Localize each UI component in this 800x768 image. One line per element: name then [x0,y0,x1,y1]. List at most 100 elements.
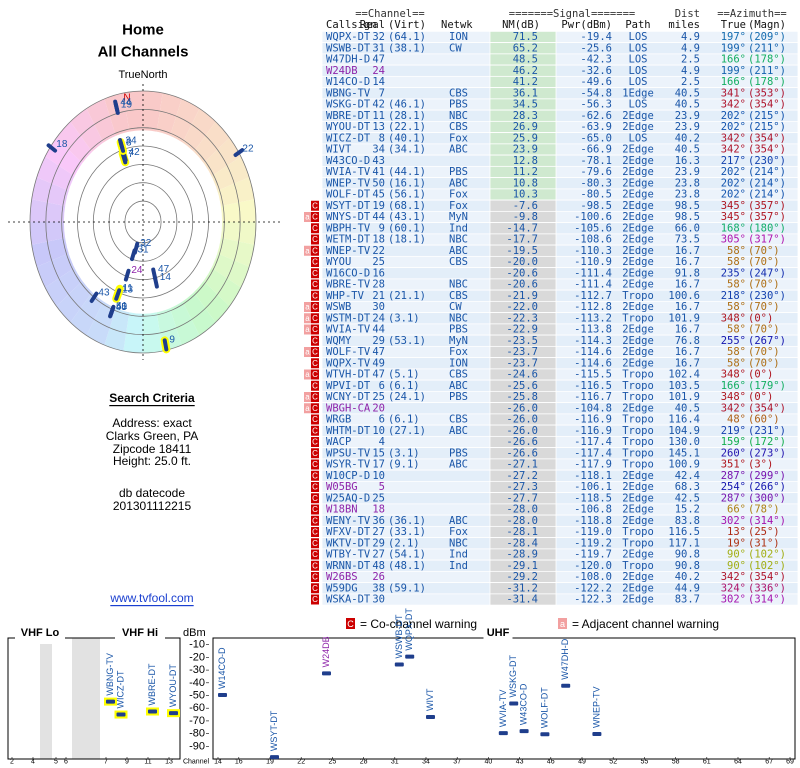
cell-netwk: CW [449,301,462,313]
signal-label: W24DB [321,636,331,667]
cell-true: 302° [721,594,746,606]
cell-pwr: -54.8 [580,87,612,99]
cell-magn: (102°) [748,560,786,572]
cell-dist: 103.5 [668,380,700,392]
station-mark [129,248,137,262]
y-tick-label: -40 [189,677,205,689]
cell-pwr: -80.3 [580,177,612,189]
cell-magn: (31°) [748,537,780,549]
cell-callsign: W18BN [326,504,358,516]
cell-netwk: CW [449,42,462,54]
cell-real: 25 [372,256,385,268]
search-line: Clarks Green, PA [106,429,198,443]
cell-dist: 16.7 [675,346,700,358]
cell-callsign: WTVH-DT [326,369,371,381]
cell-magn: (267°) [748,335,786,347]
cell-nm: 23.9 [513,144,538,156]
cell-true: 287° [721,470,746,482]
cell-virt: (36.1) [388,515,426,527]
warning-box [311,212,319,222]
cell-dist: 16.7 [675,245,700,257]
cell-dist: 23.8 [675,189,700,201]
cell-nm: -27.7 [506,492,538,504]
cell-virt: (21.1) [388,290,426,302]
cell-pwr: -118.8 [574,515,612,527]
cell-real: 9 [379,222,385,234]
warning-box [311,549,319,560]
warning-symbol: a [305,314,310,323]
cell-magn: (172°) [748,436,786,448]
cell-callsign: WSYT-DT [326,200,371,212]
cell-netwk: MyN [449,211,468,223]
cell-nm: -25.8 [506,391,538,403]
warning-symbol: C [312,460,318,469]
cell-real: 36 [372,515,385,527]
legend-symbol: C [347,619,354,629]
cell-real: 24 [372,65,385,77]
cell-magn: (215°) [748,110,786,122]
cell-pwr: -25.6 [580,42,612,54]
cell-pwr: -108.6 [574,234,612,246]
station-label: 22 [242,143,254,154]
cell-dist: 16.7 [675,357,700,369]
cell-magn: (214°) [748,189,786,201]
x-tick-label: 37 [453,759,461,766]
cell-netwk: NBC [449,312,468,324]
signal-label: WOLF-DT [539,687,549,728]
cell-path: Tropo [622,537,654,549]
station-table: ==Channel== =======Signal======= Dist ==Azi… [304,8,799,606]
cell-pwr: -111.4 [574,267,612,279]
warning-box [311,425,319,436]
warning-symbol: C [312,201,318,210]
cell-callsign: W47DH-D [326,54,370,66]
site-link[interactable]: www.tvfool.com [109,591,193,605]
cell-nm: -28.0 [506,504,538,516]
cell-true: 305° [721,234,746,246]
cell-nm: -7.6 [513,200,538,212]
warning-box [311,437,319,447]
cell-true: 19° [727,537,746,549]
cell-magn: (3°) [748,459,773,471]
cell-callsign: WBNG-TV [326,87,371,99]
cell-true: 260° [721,447,746,459]
x-tick-label: 25 [329,759,337,766]
polar-label: TrueNorth [118,69,167,81]
cell-nm: 25.9 [513,132,538,144]
warning-symbol: C [312,235,318,244]
cell-callsign: WSKG-DT [326,99,371,111]
warning-box [304,347,311,357]
cell-real: 43 [372,155,385,167]
warning-symbol: C [312,291,318,300]
cell-real: 47 [372,369,385,381]
legend-text: = Co-channel warning [360,617,477,631]
cell-pwr: -42.3 [580,54,612,66]
cell-real: 26 [372,571,385,583]
cell-path: 2Edge [622,549,654,561]
cell-netwk: Ind [449,560,468,572]
cell-magn: (211°) [748,65,786,77]
cell-real: 16 [372,267,385,279]
x-tick-label: 14 [214,759,222,766]
station-label: 45 [116,302,128,313]
cell-magn: (317°) [748,234,786,246]
cell-netwk: CBS [449,121,468,133]
cell-dist: 98.5 [675,200,700,212]
cell-true: 202° [721,110,746,122]
cell-path: LOS [629,76,648,88]
cell-nm: -27.3 [506,481,538,493]
cell-true: 168° [721,222,746,234]
cell-path: Tropo [622,290,654,302]
cell-nm: -26.0 [506,414,538,426]
cell-nm: -19.5 [506,245,538,257]
cell-true: 341° [721,87,746,99]
cell-virt: (59.1) [388,582,426,594]
x-tick-label: 61 [703,759,711,766]
cell-dist: 98.5 [675,211,700,223]
cell-magn: (214°) [748,177,786,189]
station-label: 50 [116,301,128,312]
warning-box [311,369,319,380]
cell-nm: -28.1 [506,526,538,538]
cell-path: 2Edge [622,121,654,133]
cell-path: 2Edge [622,470,654,482]
